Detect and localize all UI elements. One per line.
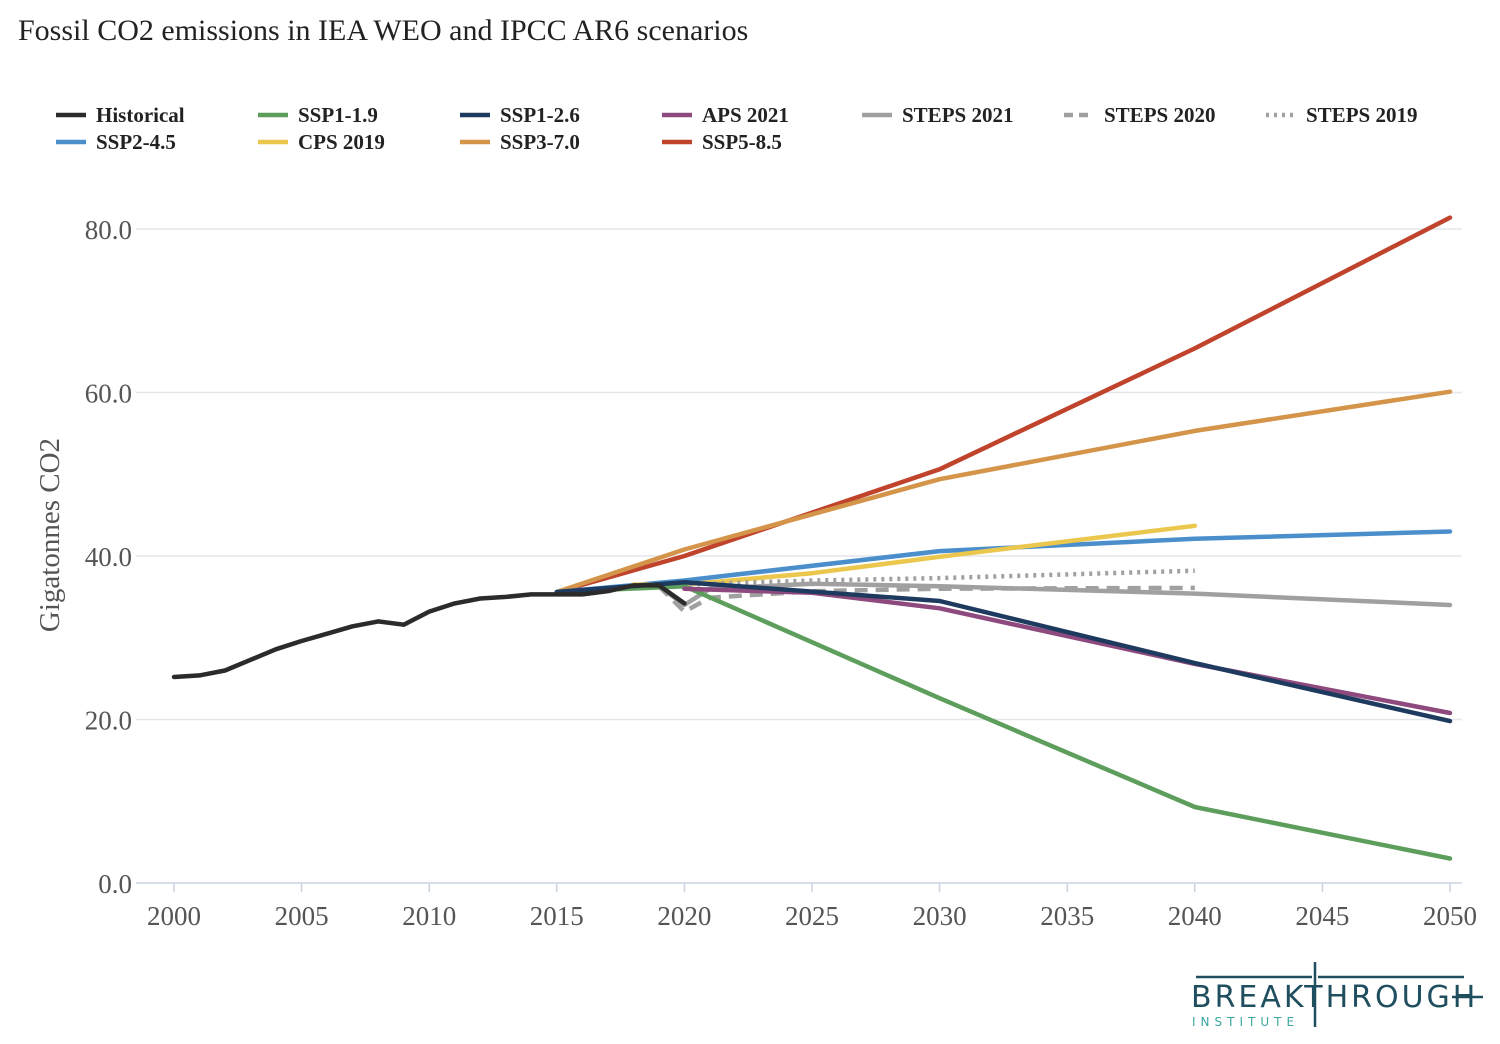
x-tick-label: 2000 <box>147 901 201 931</box>
legend-label-ssp5-8-5: SSP5-8.5 <box>702 130 782 154</box>
series-line-ssp3-7-0 <box>554 389 1453 595</box>
series-line-historical <box>171 583 687 680</box>
logo-wordmark: BREAKTHROUGH <box>1191 980 1478 1015</box>
x-tick-label: 2050 <box>1423 901 1477 931</box>
legend-label-steps-2021: STEPS 2021 <box>902 103 1013 127</box>
series-line-ssp5-8-5 <box>554 215 1453 595</box>
y-tick-label: 80.0 <box>85 215 132 245</box>
legend-label-ssp2-4-5: SSP2-4.5 <box>96 130 176 154</box>
y-tick-label: 60.0 <box>85 379 132 409</box>
series-line-ssp1-1-9 <box>554 583 1453 861</box>
y-tick-label: 20.0 <box>85 706 132 736</box>
x-tick-label: 2030 <box>913 901 967 931</box>
x-tick-label: 2015 <box>530 901 584 931</box>
x-tick-label: 2035 <box>1040 901 1094 931</box>
legend-label-cps-2019: CPS 2019 <box>298 130 385 154</box>
breakthrough-logo: BREAKTHROUGH INSTITUTE <box>1191 962 1483 1029</box>
legend-label-ssp1-1-9: SSP1-1.9 <box>298 103 378 127</box>
y-tick-label: 40.0 <box>85 542 132 572</box>
series-lines <box>171 215 1453 861</box>
legend-label-aps-2021: APS 2021 <box>702 103 789 127</box>
legend-label-historical: Historical <box>96 103 185 127</box>
y-axis-title: Gigatonnes CO2 <box>34 438 66 632</box>
legend-label-ssp1-2-6: SSP1-2.6 <box>500 103 580 127</box>
y-tick-label: 0.0 <box>98 869 132 899</box>
y-axis-ticks: 0.0 20.0 40.0 60.0 80.0 <box>85 215 132 899</box>
legend: Historical SSP1-1.9 SSP1-2.6 APS 2021 STEPS … <box>56 103 1417 154</box>
legend-label-ssp3-7-0: SSP3-7.0 <box>500 130 580 154</box>
logo-subtitle: INSTITUTE <box>1192 1015 1299 1029</box>
x-tick-label: 2045 <box>1295 901 1349 931</box>
x-tick-label: 2010 <box>402 901 456 931</box>
legend-label-steps-2020: STEPS 2020 <box>1104 103 1215 127</box>
x-tick-label: 2005 <box>275 901 329 931</box>
grid-lines <box>136 228 1462 721</box>
x-tick-label: 2020 <box>657 901 711 931</box>
x-tick-label: 2025 <box>785 901 839 931</box>
chart-title: Fossil CO2 emissions in IEA WEO and IPCC… <box>18 14 749 47</box>
legend-label-steps-2019: STEPS 2019 <box>1306 103 1417 127</box>
x-axis: 2000 2005 2010 2015 2020 2025 2030 2035 2040 2045… <box>136 882 1477 931</box>
x-tick-label: 2040 <box>1168 901 1222 931</box>
